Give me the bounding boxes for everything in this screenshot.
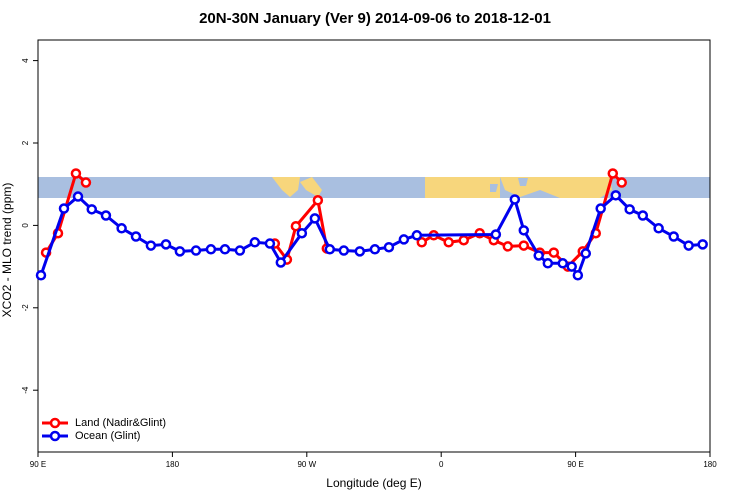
point — [533, 250, 544, 261]
point — [312, 195, 324, 206]
point — [35, 270, 47, 281]
y-tick-label: -4 — [21, 386, 30, 394]
point — [502, 241, 514, 252]
point — [324, 244, 336, 255]
point — [668, 231, 679, 242]
point — [116, 223, 127, 234]
point — [100, 210, 112, 221]
point — [557, 258, 569, 269]
point — [542, 258, 554, 269]
point — [490, 229, 502, 240]
point — [683, 240, 694, 251]
x-tick-label: 90 E — [30, 460, 46, 469]
legend-label: Ocean (Glint) — [75, 430, 140, 442]
point — [296, 227, 308, 239]
point — [616, 177, 627, 188]
point — [264, 238, 276, 249]
point — [354, 246, 366, 257]
point — [369, 244, 381, 255]
point — [458, 234, 469, 246]
point — [86, 204, 98, 215]
y-tick-label: 2 — [21, 140, 30, 145]
point — [518, 225, 530, 236]
x-tick-label: 90 W — [297, 460, 316, 469]
point — [309, 213, 321, 224]
legend-marker — [49, 417, 61, 429]
point — [595, 203, 606, 214]
point — [697, 239, 708, 250]
point — [190, 245, 202, 256]
point — [572, 270, 584, 281]
point — [607, 168, 619, 179]
point — [566, 261, 577, 272]
y-tick-label: -2 — [21, 304, 30, 312]
point — [130, 231, 142, 242]
point — [509, 194, 521, 205]
point — [610, 190, 622, 201]
point — [653, 223, 664, 234]
point — [80, 177, 92, 188]
map-strip — [38, 177, 710, 198]
point — [219, 244, 231, 255]
point — [234, 245, 246, 256]
point — [624, 204, 635, 215]
point — [416, 237, 428, 248]
x-tick-label: 180 — [703, 460, 717, 469]
point — [580, 248, 592, 259]
point — [443, 237, 454, 248]
x-tick-label: 180 — [166, 460, 180, 469]
point — [58, 203, 70, 214]
legend-label: Land (Nadir&Glint) — [75, 417, 166, 429]
point — [70, 168, 82, 179]
chart-title: 20N-30N January (Ver 9) 2014-09-06 to 20… — [199, 10, 551, 27]
point — [637, 210, 649, 221]
point — [160, 239, 172, 250]
plot-frame — [37, 39, 711, 453]
point — [290, 220, 302, 232]
point — [338, 245, 350, 256]
y-tick-label: 0 — [21, 223, 30, 228]
point — [145, 240, 157, 251]
point — [275, 257, 287, 268]
point — [205, 244, 217, 255]
x-tick-label: 90 E — [567, 460, 583, 469]
point — [398, 234, 410, 245]
point — [174, 246, 186, 257]
y-tick-label: 4 — [21, 58, 30, 63]
y-axis-label: XCO2 - MLO trend (ppm) — [0, 183, 14, 318]
legend-marker — [49, 430, 61, 442]
point — [548, 247, 560, 258]
point — [72, 191, 84, 202]
x-tick-label: 0 — [439, 460, 444, 469]
point — [518, 240, 530, 251]
point — [383, 241, 395, 253]
point — [249, 237, 261, 248]
point — [411, 230, 423, 241]
x-axis-label: Longitude (deg E) — [326, 476, 421, 490]
